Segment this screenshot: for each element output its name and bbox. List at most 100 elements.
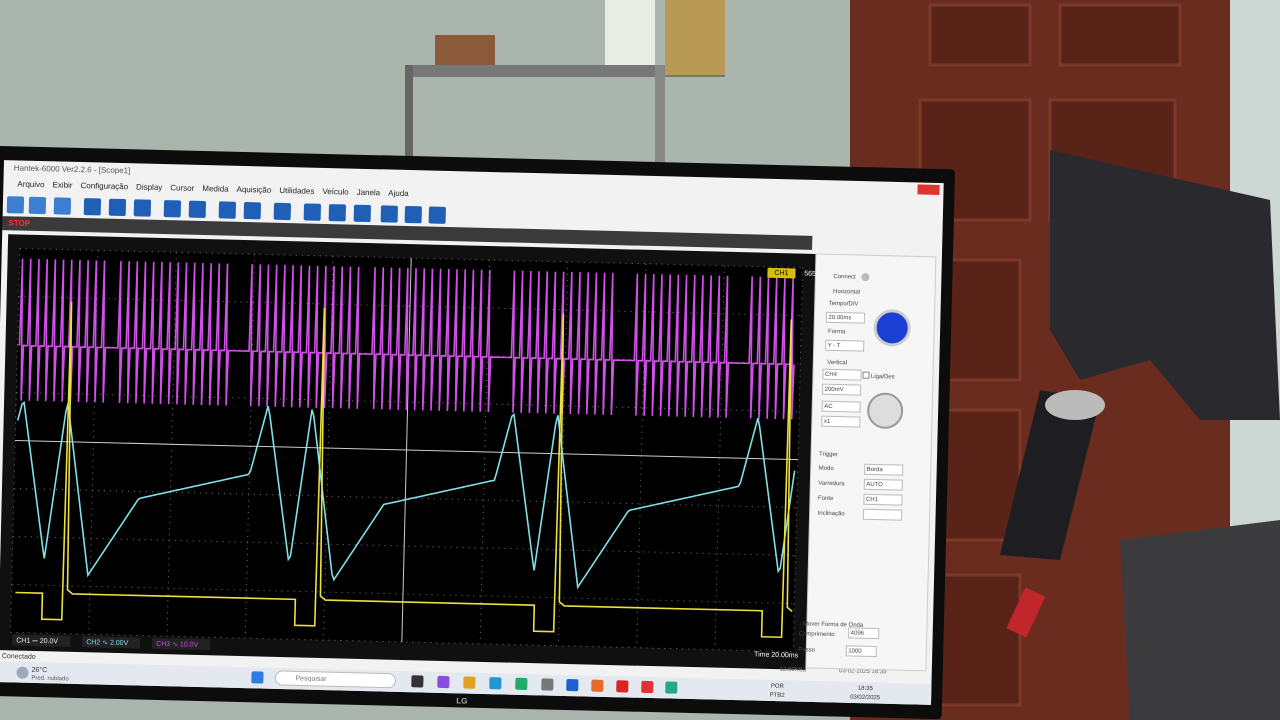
checkbox[interactable] [862, 371, 870, 379]
red-part [1006, 587, 1046, 638]
trigger-channel: CH1 [774, 270, 788, 277]
panel-label: Vertical [827, 360, 847, 366]
panel-label: 1000 [848, 648, 862, 654]
shelf [405, 0, 725, 175]
panel-label: AUTO [866, 482, 883, 488]
panel-field[interactable] [845, 645, 877, 658]
channel-bar: CH1 ⎓ 20.0V CH2 ∿ 2.00V CH3 ∿ 10.0V [12, 634, 211, 651]
menu-item[interactable]: Ajuda [388, 189, 409, 199]
channel-label: CH2 ∿ 2.00V [86, 639, 129, 647]
panel-field[interactable] [825, 311, 866, 324]
menu-item[interactable]: Cursor [170, 183, 195, 193]
volt-knob[interactable] [867, 392, 904, 429]
taskbar [0, 660, 932, 705]
menu-item[interactable]: Janela [357, 188, 381, 198]
channel-badge [82, 636, 141, 649]
app-icon[interactable] [616, 680, 629, 693]
grid [9, 248, 804, 653]
panel-fields: Connect Horizontal Tempo/D/V 20.00ms Forma Y … [798, 273, 904, 658]
panel-label: Borda [867, 467, 884, 473]
tool-button[interactable] [188, 200, 207, 218]
app-icon[interactable] [515, 677, 528, 690]
menu-item[interactable]: Utilidades [279, 186, 314, 196]
door-panel [928, 3, 1032, 67]
clock-time: 18:35 [858, 686, 874, 692]
box [435, 35, 495, 65]
menu-item[interactable]: Configuração [80, 181, 128, 191]
panel-field[interactable] [822, 368, 862, 381]
app-icon[interactable] [591, 679, 604, 692]
taskbar-icons [16, 666, 678, 694]
app-icon[interactable] [437, 675, 450, 689]
tool-button[interactable] [273, 202, 291, 221]
waveform-ch3 [18, 258, 795, 420]
waveform-ch1 [15, 301, 793, 639]
trigger-badge [767, 267, 796, 279]
tool-button[interactable] [353, 204, 371, 223]
panel-field[interactable] [825, 339, 865, 352]
tool-button[interactable] [53, 197, 72, 215]
tool-button[interactable] [328, 204, 346, 222]
trigger-level: 565V [804, 271, 821, 278]
menu-item[interactable]: Exibir [52, 180, 73, 189]
app-icon[interactable] [641, 680, 654, 694]
tool-button[interactable] [303, 203, 321, 221]
panel-label: Fonte [818, 496, 834, 502]
panel-label: AC [824, 404, 833, 410]
panel-field[interactable] [862, 508, 903, 521]
search-box[interactable] [274, 670, 396, 689]
weather: Pred. nublado [31, 675, 69, 682]
tool-button[interactable] [6, 196, 25, 214]
menu-item[interactable]: Veículo [322, 187, 349, 197]
panel-label: Trigger [819, 452, 838, 458]
app-icon[interactable] [411, 675, 424, 688]
shelf-leg [655, 65, 665, 175]
time-knob[interactable] [873, 309, 911, 347]
panel-label: Varredura [818, 481, 845, 488]
panel-field[interactable] [864, 463, 904, 476]
menu-item[interactable]: Medida [202, 184, 229, 194]
panel-field[interactable] [821, 400, 861, 413]
clock-date: 03/02/2025 [850, 695, 881, 702]
panel-label: Horizontal [833, 289, 860, 296]
app-icon[interactable] [665, 681, 678, 694]
tool-button[interactable] [218, 201, 237, 219]
app-icon[interactable] [463, 676, 476, 689]
grid-line [15, 439, 798, 461]
timestamp: 03-02-2025 18:35 [839, 668, 887, 675]
tool-button[interactable] [28, 196, 47, 215]
tool-button[interactable] [83, 198, 102, 216]
panel-label: Modo [819, 466, 835, 472]
menu-item[interactable]: Display [136, 182, 162, 192]
panel-label: CH4 [825, 372, 838, 378]
channel-badge [152, 637, 211, 651]
app-icon[interactable] [251, 671, 264, 684]
app-icon[interactable] [541, 678, 554, 691]
panel-label: x1 [824, 419, 831, 425]
tool-button[interactable] [243, 202, 261, 220]
door-panel [1058, 3, 1182, 67]
language: POR [771, 684, 785, 690]
close-button[interactable] [917, 184, 940, 195]
door-panel [918, 98, 1032, 222]
panel-field[interactable] [863, 478, 903, 491]
tool-button[interactable] [163, 200, 182, 218]
tool-button[interactable] [108, 198, 127, 217]
panel-field[interactable] [821, 415, 861, 428]
panel-label: Mover Forma de Onda [803, 621, 864, 628]
tool-button[interactable] [428, 206, 446, 224]
panel-field[interactable] [822, 383, 862, 396]
app-icon[interactable] [566, 679, 579, 692]
app-icon[interactable] [489, 677, 502, 690]
tool-button[interactable] [404, 205, 422, 224]
menu-item[interactable]: Arquivo [17, 180, 45, 190]
tool-button[interactable] [380, 205, 398, 223]
tool-button[interactable] [133, 199, 152, 217]
panel-label: Inclinação [818, 511, 846, 518]
panel-field[interactable] [863, 493, 903, 506]
panel-field[interactable] [848, 627, 880, 640]
menu-item[interactable]: Aquisição [236, 185, 271, 195]
weather-icon [16, 666, 29, 679]
